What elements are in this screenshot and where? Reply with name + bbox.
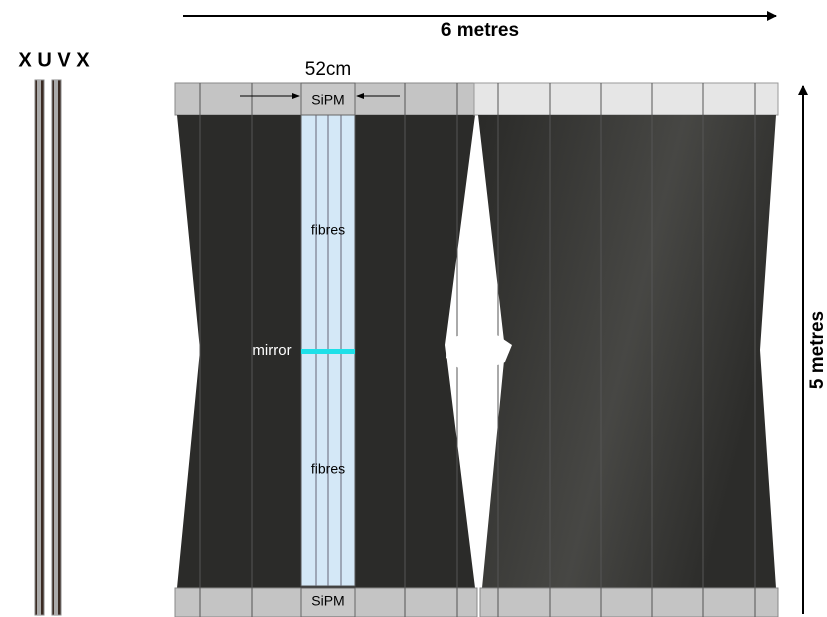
- fibres-label: fibres: [311, 461, 345, 477]
- sipm-bottom-box: [300, 587, 356, 617]
- strip-width-label: 52cm: [305, 59, 351, 80]
- panel: [478, 115, 776, 588]
- height-label: 5 metres: [807, 311, 827, 389]
- sipm-top-box: [300, 82, 356, 116]
- right-module: [473, 82, 779, 617]
- layer-bar: [54, 80, 58, 615]
- bottom-frame: [479, 587, 779, 617]
- top-frame: [473, 82, 779, 116]
- layer-side-view: [34, 79, 62, 616]
- fibres-label: fibres: [311, 222, 345, 238]
- layer-labels: X U V X: [18, 49, 90, 71]
- mirror-label: mirror: [252, 342, 291, 359]
- fibre-strip: [300, 82, 356, 617]
- sipm-label: SiPM: [311, 593, 344, 609]
- width-label: 6 metres: [441, 20, 519, 41]
- sipm-label: SiPM: [311, 92, 344, 108]
- module-dividers: [497, 83, 756, 617]
- layer-bar: [37, 80, 41, 615]
- gap-notch: [446, 335, 512, 368]
- mirror-line: [301, 349, 355, 354]
